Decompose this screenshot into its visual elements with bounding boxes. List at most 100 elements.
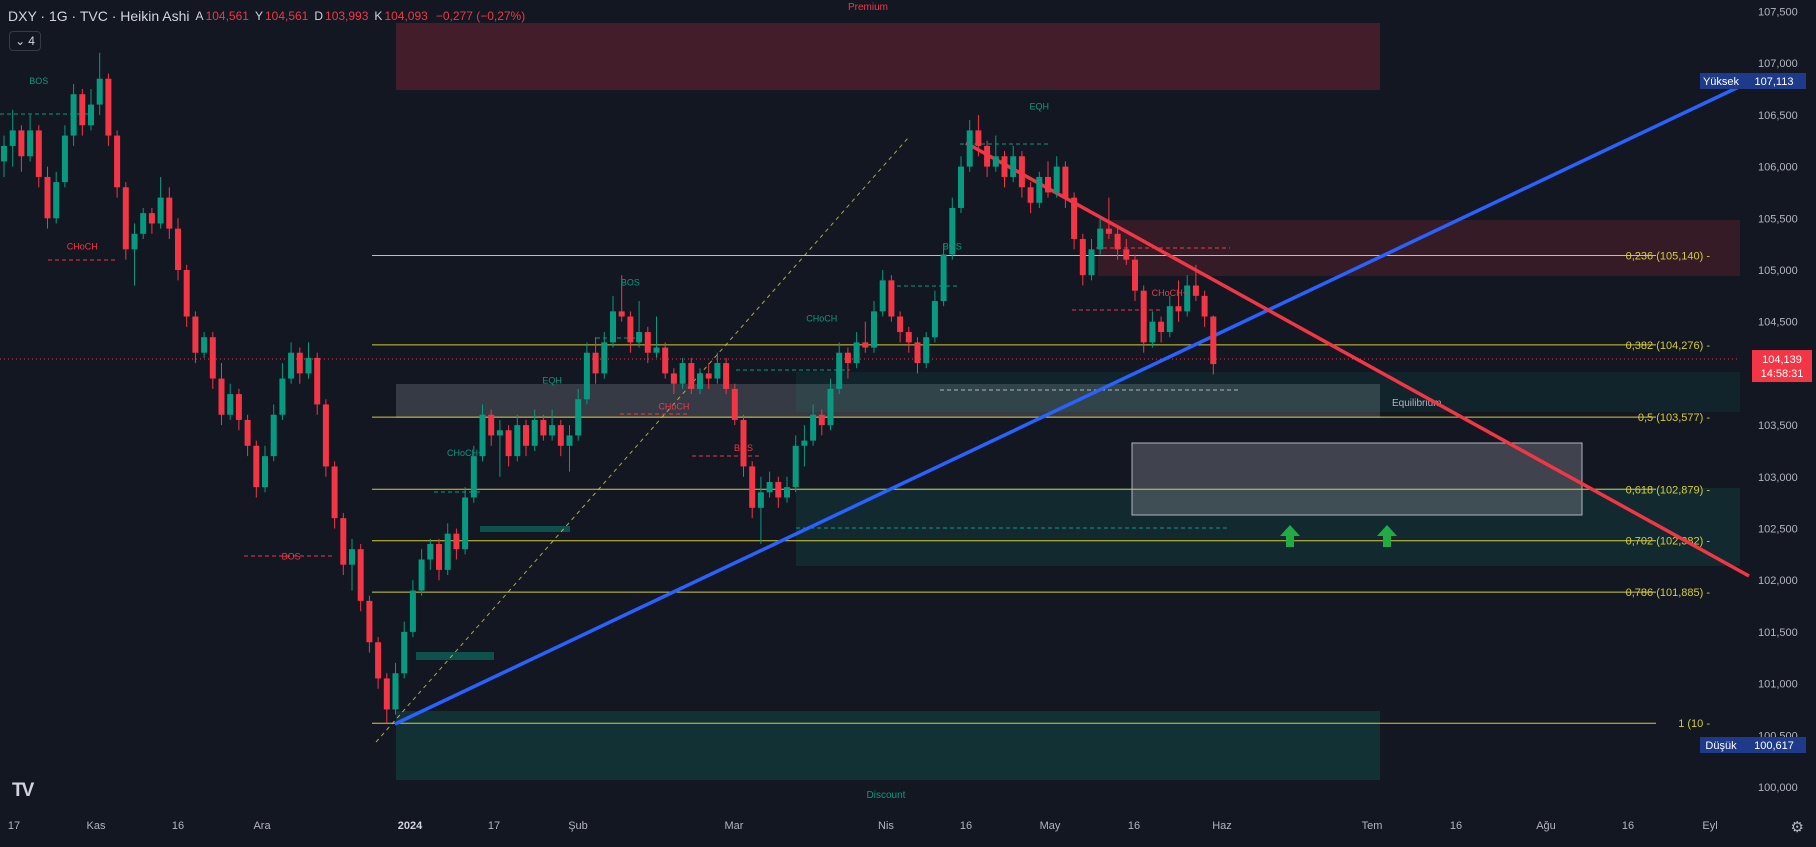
candle-body	[35, 130, 42, 177]
structure-label: CHoCH	[658, 402, 689, 412]
x-axis-tick-label: 2024	[398, 820, 423, 832]
candle-body	[514, 425, 521, 457]
target-rectangle	[1131, 442, 1583, 516]
candle-body	[401, 631, 408, 674]
candle-body	[488, 414, 495, 436]
candle-body	[583, 352, 590, 400]
tradingview-logo-icon[interactable]: TV	[12, 780, 34, 801]
y-axis-tick-label: 105,000	[1758, 265, 1798, 277]
fib-level-label: 0,382 (104,276) -	[1626, 340, 1711, 352]
candle-body	[862, 342, 869, 348]
candle-body	[383, 678, 390, 710]
candle-body	[557, 425, 564, 446]
chevron-down-icon: ⌄	[15, 34, 26, 48]
low-label: D	[314, 9, 324, 23]
high-marker-label-bg	[1700, 73, 1742, 89]
candle-body	[209, 337, 216, 379]
candle-body	[305, 357, 312, 374]
y-axis-tick-label: 102,000	[1758, 575, 1798, 587]
candle-body	[44, 176, 51, 219]
y-axis-tick-label: 106,000	[1758, 162, 1798, 174]
structure-label: CHoCH	[806, 314, 837, 324]
candle-body	[375, 642, 382, 679]
candle-body	[409, 590, 416, 632]
x-axis-tick-label: May	[1040, 820, 1061, 832]
indicator-toggle-button[interactable]: ⌄ 4	[9, 31, 41, 51]
candle-body	[27, 130, 34, 157]
symbol-title[interactable]: DXY · 1G · TVC · Heikin Ashi	[8, 8, 190, 24]
y-axis-tick-label: 103,000	[1758, 472, 1798, 484]
candle-body	[992, 156, 999, 167]
candle-body	[1010, 156, 1017, 177]
candle-body	[1097, 228, 1104, 250]
low-value: 103,993	[325, 9, 369, 23]
candle-body	[914, 342, 921, 364]
blue-trendline	[394, 82, 1746, 726]
structure-label: BOS	[29, 76, 48, 86]
candle-body	[1001, 156, 1008, 177]
candle-body	[61, 135, 68, 183]
candle-body	[601, 342, 608, 374]
candle-body	[810, 414, 817, 441]
candle-body	[801, 440, 808, 446]
candle-body	[966, 130, 973, 167]
structure-label: CHoCH+	[447, 448, 483, 458]
change-value: −0,277 (−0,27%)	[435, 9, 526, 23]
close-label: K	[374, 9, 383, 23]
candle-body	[479, 414, 486, 457]
candle-body	[79, 94, 86, 126]
order-block-zone	[796, 372, 1740, 412]
candle-body	[366, 600, 373, 643]
current-price-badge	[1752, 350, 1812, 383]
candle-body	[1071, 197, 1078, 239]
low-marker: Düşük 100,617	[1700, 737, 1806, 753]
candle-body	[1210, 316, 1217, 365]
candle-body	[975, 130, 982, 146]
fib-level-label: 0,5 (103,577) -	[1638, 412, 1710, 424]
fib-anchor-line	[375, 137, 909, 743]
candle-body	[688, 363, 695, 389]
candle-body	[244, 419, 251, 446]
candle-body	[262, 456, 268, 488]
candle-body	[1140, 290, 1147, 343]
candle-body	[192, 316, 199, 353]
high-marker-value-bg	[1742, 73, 1806, 89]
candle-body	[436, 544, 442, 570]
open-value: 104,561	[205, 9, 249, 23]
candle-body	[166, 197, 173, 229]
candle-body	[88, 104, 94, 126]
candle-body	[96, 78, 103, 105]
candle-body	[462, 497, 469, 550]
fib-level-label: 0,236 (105,140) -	[1626, 251, 1711, 263]
indicator-count: 4	[28, 34, 35, 48]
gear-icon[interactable]: ⚙	[1790, 819, 1804, 836]
candle-body	[923, 337, 930, 364]
structure-label: BOS	[734, 443, 753, 453]
candle-body	[1201, 295, 1208, 317]
candle-body	[183, 270, 190, 317]
candle-body	[1045, 176, 1051, 193]
candle-body	[270, 414, 277, 457]
x-axis-tick-label: Tem	[1362, 820, 1383, 832]
support-block	[416, 652, 494, 660]
candle-body	[131, 233, 138, 250]
x-axis-tick-label: 17	[488, 820, 500, 832]
up-arrow-icon	[1280, 525, 1300, 547]
close-value: 104,093	[384, 9, 428, 23]
candle-body	[1027, 187, 1034, 203]
candle-body	[566, 435, 573, 446]
x-axis-tick-label: Ağu	[1536, 820, 1556, 832]
equilibrium-label: Equilibrium	[1392, 398, 1441, 409]
fib-level-label: 0,618 (102,879) -	[1626, 484, 1711, 496]
candle-body	[453, 533, 460, 550]
candle-body	[618, 311, 625, 317]
candle-body	[784, 487, 790, 498]
candle-body	[905, 332, 912, 343]
candle-body	[766, 481, 773, 493]
structure-label: EQH	[542, 376, 562, 386]
candle-body	[984, 145, 991, 167]
candle-body	[1105, 228, 1112, 234]
x-axis-tick-label: 16	[960, 820, 972, 832]
